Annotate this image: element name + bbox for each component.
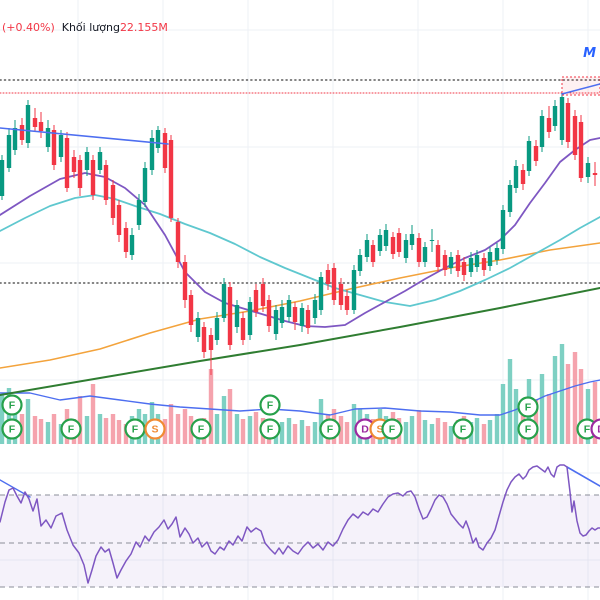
signal-marker-f[interactable]: F <box>517 396 539 418</box>
volume-value: 22.155M <box>119 21 168 34</box>
svg-text:S: S <box>376 424 383 436</box>
svg-text:F: F <box>132 424 139 436</box>
rsi-band <box>0 494 600 588</box>
signal-marker-f[interactable]: F <box>1 394 23 416</box>
signal-marker-f[interactable]: F <box>259 418 281 440</box>
svg-text:F: F <box>267 424 274 436</box>
volume-ma-line <box>0 379 600 416</box>
signal-marker-f[interactable]: F <box>1 418 23 440</box>
signal-marker-f[interactable]: F <box>60 418 82 440</box>
svg-text:F: F <box>327 424 334 436</box>
svg-text:F: F <box>525 424 532 436</box>
target-box[interactable] <box>561 76 600 96</box>
signal-marker-f[interactable]: F <box>190 418 212 440</box>
svg-text:F: F <box>9 424 16 436</box>
svg-text:D: D <box>597 424 600 436</box>
ma-lines <box>0 137 600 396</box>
signal-marker-d[interactable]: D <box>590 418 600 440</box>
svg-text:F: F <box>68 424 75 436</box>
signal-marker-f[interactable]: F <box>517 418 539 440</box>
signal-marker-f[interactable]: F <box>259 394 281 416</box>
chart-legend: (+0.40%) Khối lượng22.155M <box>2 21 168 34</box>
signal-marker-f[interactable]: F <box>124 418 146 440</box>
signal-marker-f[interactable]: F <box>452 418 474 440</box>
svg-text:F: F <box>389 424 396 436</box>
signal-marker-f[interactable]: F <box>319 418 341 440</box>
candles <box>0 93 598 375</box>
svg-text:F: F <box>525 402 532 414</box>
svg-text:F: F <box>460 424 467 436</box>
svg-text:S: S <box>151 424 158 436</box>
svg-text:D: D <box>361 424 369 436</box>
rsi-line <box>0 464 600 584</box>
signal-markers[interactable]: FFFFSFFFFDSFFFFFD <box>1 394 600 440</box>
svg-text:F: F <box>267 400 274 412</box>
signal-marker-s[interactable]: S <box>144 418 166 440</box>
volume-label: Khối lượng <box>61 21 120 34</box>
svg-text:F: F <box>198 424 205 436</box>
signal-marker-f[interactable]: F <box>381 418 403 440</box>
svg-text:F: F <box>584 424 591 436</box>
drawing-tool-label[interactable]: M <box>583 46 596 61</box>
level-lines <box>0 79 600 284</box>
change-percent: (+0.40%) <box>2 21 55 34</box>
svg-text:F: F <box>9 400 16 412</box>
